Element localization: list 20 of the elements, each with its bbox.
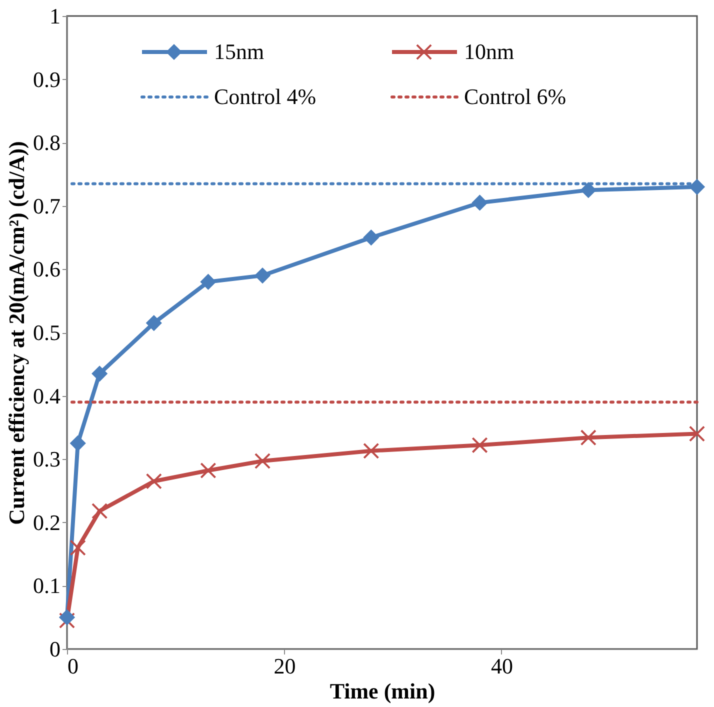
y-axis-title: Current efficiency at 20(mA/cm²) (cd/A)): [4, 141, 29, 525]
y-tick-label: 0.2: [33, 510, 60, 535]
y-tick-label: 0.5: [33, 320, 60, 345]
legend-label: 10nm: [464, 39, 514, 64]
y-tick-label: 0.3: [33, 446, 60, 472]
y-tick-label: 1: [50, 4, 60, 28]
y-tick-label: 0.8: [33, 130, 60, 156]
y-tick-label: 0.6: [33, 256, 60, 282]
legend-label: Control 4%: [214, 84, 316, 109]
y-tick-label: 0.7: [33, 193, 60, 218]
x-tick-label: 0: [68, 654, 78, 678]
x-tick-label: 40: [490, 654, 513, 678]
legend-label: Control 6%: [464, 84, 566, 109]
y-tick-label: 0.4: [33, 383, 60, 408]
x-axis-title: Time (min): [330, 678, 436, 704]
y-tick-label: 0.9: [33, 66, 60, 92]
legend-label: 15nm: [214, 39, 264, 64]
x-tick-label: 20: [274, 654, 296, 678]
y-tick-label: 0: [50, 636, 60, 662]
y-tick-label: 0.1: [33, 573, 60, 598]
